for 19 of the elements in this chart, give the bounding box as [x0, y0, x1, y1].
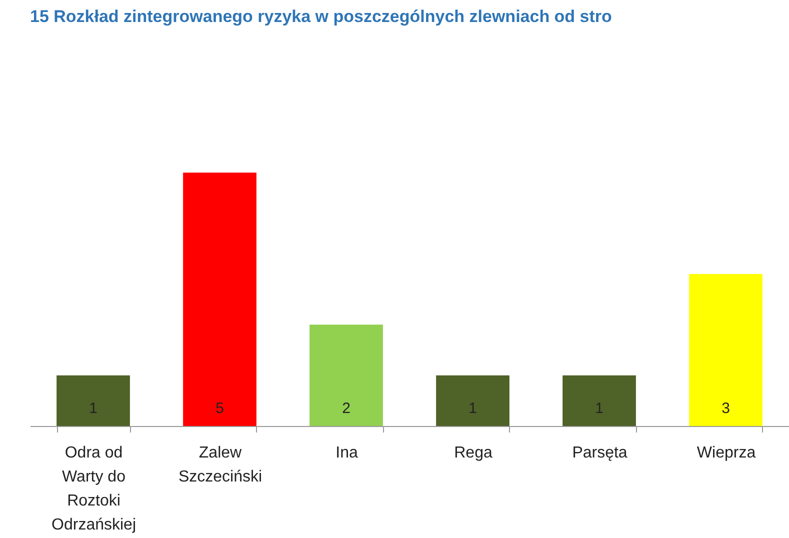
- data-label: 5: [216, 400, 224, 417]
- bar: [562, 375, 636, 426]
- x-tick-label: Ina: [336, 444, 358, 462]
- bar: [56, 375, 130, 426]
- bar: [310, 324, 383, 426]
- bar: [689, 274, 762, 426]
- data-label: 3: [722, 400, 730, 417]
- data-label: 1: [595, 400, 604, 417]
- bar: [183, 172, 256, 426]
- x-tick-label: Wieprza: [696, 444, 756, 462]
- x-tick-label: Zalew Szczeciński: [178, 444, 262, 486]
- bar: [436, 375, 510, 426]
- data-label: 1: [89, 400, 98, 417]
- data-label: 2: [342, 400, 350, 417]
- x-tick-label: Rega: [454, 444, 492, 462]
- chart-title: 15 Rozkład zintegrowanego ryzyka w poszczególnych zlewniach od stro: [30, 7, 612, 26]
- data-label: 1: [468, 400, 477, 417]
- x-tick-label: Odra od Warty do Roztoki Odrzańskiej: [52, 444, 136, 534]
- x-tick-label: Parsęta: [572, 444, 628, 462]
